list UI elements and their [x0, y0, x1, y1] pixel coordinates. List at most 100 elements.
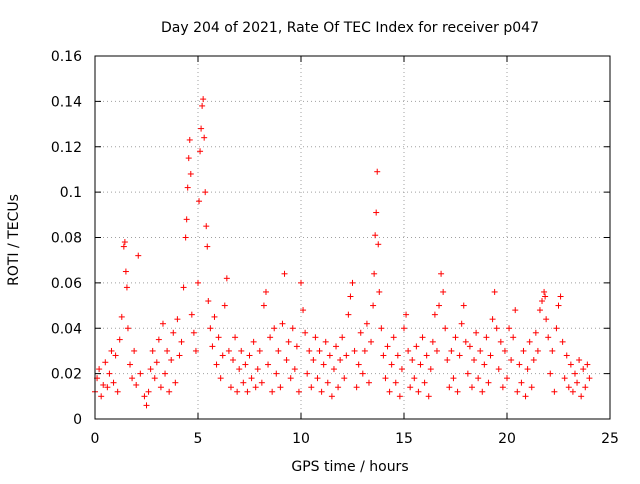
data-point [582, 384, 589, 391]
data-point [108, 347, 115, 354]
data-point [522, 393, 529, 400]
data-point [298, 279, 304, 286]
data-point [98, 393, 105, 400]
data-point [374, 168, 381, 175]
data-point [201, 134, 208, 141]
data-point [186, 136, 193, 143]
data-point [246, 352, 253, 359]
data-point [345, 311, 352, 318]
x-axis-label: GPS time / hours [291, 459, 408, 475]
data-point [545, 334, 552, 341]
data-point [199, 102, 206, 109]
data-point [539, 298, 546, 305]
data-point [168, 357, 175, 364]
data-point [185, 155, 192, 162]
chart-title: Day 204 of 2021, Rate Of TEC Index for r… [161, 20, 539, 36]
data-point [145, 388, 152, 395]
data-point [129, 375, 136, 382]
y-tick-label: 0.16 [51, 49, 82, 65]
data-point [516, 361, 523, 368]
data-point [123, 284, 130, 291]
data-point [524, 366, 531, 373]
data-point [363, 320, 370, 327]
data-point [541, 288, 548, 295]
data-point [227, 384, 234, 391]
data-point [468, 384, 475, 391]
data-point [407, 384, 414, 391]
data-point [462, 338, 469, 345]
data-point [333, 343, 340, 350]
data-point [190, 329, 197, 336]
data-point [116, 336, 123, 343]
data-point [452, 334, 459, 341]
data-point [483, 334, 490, 341]
data-point [543, 316, 550, 323]
data-point [262, 288, 269, 295]
data-point [440, 288, 447, 295]
data-point [153, 359, 160, 366]
data-point [466, 343, 473, 350]
data-point [436, 302, 443, 309]
data-point [195, 279, 201, 286]
x-tick-label: 15 [395, 431, 413, 447]
data-point [481, 361, 488, 368]
data-point [102, 359, 109, 366]
data-point [504, 375, 510, 382]
data-point [382, 375, 389, 382]
data-point [187, 170, 194, 177]
data-point [506, 325, 513, 332]
data-point [479, 388, 486, 395]
data-point [351, 347, 358, 354]
data-point [135, 252, 142, 259]
data-point [221, 302, 228, 309]
data-point [285, 338, 292, 345]
data-point [120, 243, 127, 250]
data-point [584, 361, 591, 368]
y-tick-label: 0.1 [60, 185, 82, 201]
data-point [322, 338, 329, 345]
data-point [137, 370, 144, 377]
data-point [215, 334, 222, 341]
data-point [341, 375, 348, 382]
data-point [196, 198, 203, 205]
data-point [217, 375, 224, 382]
data-point [151, 375, 158, 382]
data-point [510, 334, 517, 341]
data-point [337, 357, 344, 364]
data-point [512, 307, 519, 314]
data-point [520, 347, 527, 354]
data-point [287, 375, 294, 382]
data-point [147, 366, 154, 373]
data-point [561, 375, 568, 382]
data-point [170, 329, 177, 336]
data-point [143, 402, 150, 409]
data-point [555, 302, 562, 309]
data-point [542, 293, 549, 300]
data-point [183, 216, 190, 223]
data-point [308, 384, 315, 391]
data-point [553, 325, 560, 332]
data-point [359, 370, 366, 377]
data-point [571, 370, 578, 377]
data-point [371, 270, 378, 277]
points-layer [92, 96, 593, 409]
data-point [421, 379, 428, 386]
data-point [487, 352, 494, 359]
data-point [316, 347, 323, 354]
data-point [310, 357, 317, 364]
data-point [580, 366, 587, 373]
x-tick-label: 20 [498, 431, 516, 447]
data-point [497, 338, 504, 345]
data-point [114, 388, 121, 395]
data-point [349, 279, 356, 286]
data-point [431, 311, 438, 318]
data-point [106, 370, 113, 377]
data-point [184, 184, 191, 191]
data-point [248, 375, 255, 382]
data-point [232, 334, 239, 341]
data-point [202, 189, 209, 196]
data-point [203, 223, 210, 230]
data-point [549, 347, 556, 354]
data-point [133, 381, 140, 388]
